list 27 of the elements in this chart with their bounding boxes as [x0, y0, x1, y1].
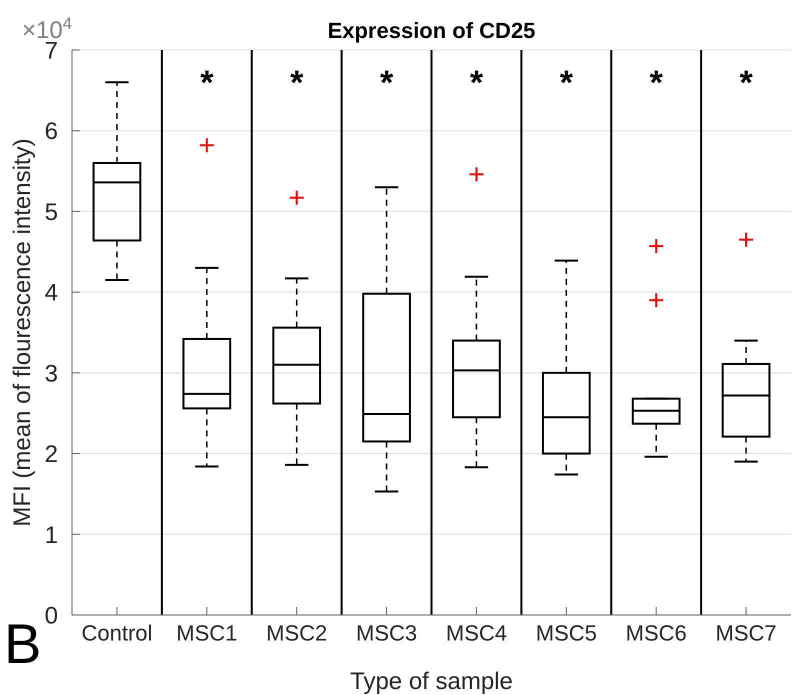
annotation: * — [200, 64, 214, 102]
x-tick-label: MSC4 — [446, 620, 507, 646]
y-tick-label: 2 — [44, 441, 58, 468]
y-tick-label: 6 — [44, 118, 58, 146]
y-axis-title: MFI (mean of flourescence intensity) — [9, 138, 36, 527]
annotation: * — [380, 64, 394, 102]
x-axis-title: Type of sample — [350, 668, 513, 695]
annotation: * — [650, 64, 664, 102]
y-tick-label: 1 — [44, 522, 58, 549]
x-tick-label: MSC6 — [626, 620, 687, 646]
y-tick-label: 7 — [44, 38, 58, 65]
annotation: * — [470, 64, 484, 102]
annotation: * — [290, 64, 304, 102]
y-tick-label: 0 — [44, 602, 58, 630]
y-tick-label: 5 — [44, 198, 58, 226]
annotation: * — [560, 64, 574, 102]
x-tick-label: MSC2 — [266, 620, 328, 646]
x-tick-label: Control — [81, 620, 152, 646]
x-tick-label: MSC7 — [716, 620, 777, 646]
x-tick-label: MSC5 — [536, 620, 597, 646]
annotation: * — [739, 64, 754, 102]
x-tick-label: MSC3 — [356, 620, 418, 646]
y-tick-label: 4 — [44, 280, 58, 307]
y-tick-label: 3 — [44, 360, 58, 388]
text: B — [4, 612, 42, 675]
chart-title: Expression of CD25 — [328, 18, 536, 43]
x-tick-label: MSC1 — [176, 620, 238, 646]
